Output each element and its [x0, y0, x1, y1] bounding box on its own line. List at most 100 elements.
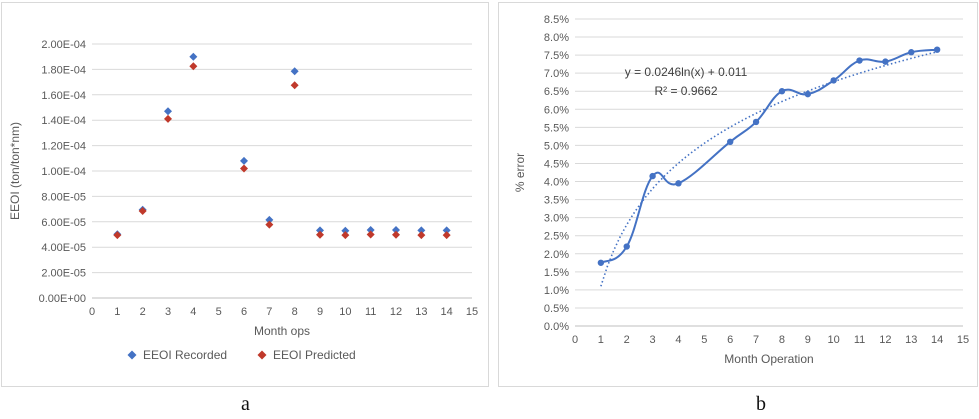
eeoi-predicted-point — [366, 230, 375, 239]
eeoi-predicted-point — [240, 164, 248, 173]
percent-error-line-chart: 0.0% 0.5% 1.0% 1.5% 2.0% 2.5% 3.0% 3.5% 4.0% 4.5%… — [513, 14, 969, 366]
x-tick-label: 4 — [675, 334, 681, 346]
x-tick-label: 14 — [441, 306, 453, 318]
x-tick-label: 12 — [390, 306, 402, 318]
y-tick-label: 7.0% — [544, 68, 569, 80]
y-tick-label: 5.0% — [544, 140, 569, 152]
x-tick-label: 6 — [727, 334, 733, 346]
eeoi-recorded-legend-label: EEOI Recorded — [143, 348, 227, 362]
y-axis-title: EEOI (ton/ton*nm) — [8, 122, 22, 220]
y-tick-label: 5.5% — [544, 122, 569, 134]
eeoi-recorded-point — [417, 226, 426, 235]
x-tick-label: 7 — [753, 334, 759, 346]
error-series-point — [649, 172, 656, 180]
x-tick-label: 9 — [805, 334, 811, 346]
x-tick-label: 10 — [828, 334, 840, 346]
error-series-point — [933, 46, 941, 53]
y-tick-label: 4.5% — [544, 158, 569, 170]
y-tick-label: 0.0% — [544, 321, 569, 333]
y-tick-label: 1.00E-04 — [41, 166, 86, 178]
x-tick-label: 12 — [879, 334, 891, 346]
x-tick-label: 4 — [190, 306, 196, 318]
error-series-point — [882, 58, 889, 65]
error-series-point — [908, 49, 915, 56]
x-tick-label: 3 — [165, 306, 171, 318]
eeoi-recorded-point — [366, 226, 375, 235]
x-tick-label: 15 — [466, 306, 478, 318]
eeoi-predicted-point — [113, 231, 122, 240]
eeoi-predicted-point — [138, 207, 147, 216]
x-tick-label: 0 — [572, 334, 578, 346]
y-tick-label: 1.20E-04 — [41, 141, 86, 153]
x-tick-label: 2 — [624, 334, 630, 346]
y-tick-label: 1.5% — [544, 267, 569, 279]
x-tick-label: 11 — [365, 306, 376, 318]
x-axis-title: Month ops — [254, 324, 310, 338]
eeoi-recorded-point — [442, 226, 451, 235]
y-tick-label: 1.0% — [544, 285, 569, 297]
eeoi-predicted-point — [189, 62, 198, 71]
x-axis-title: Month Operation — [724, 352, 813, 366]
eeoi-recorded-point — [316, 226, 324, 235]
y-tick-label: 7.5% — [544, 50, 569, 62]
eeoi-recorded-point — [265, 215, 274, 224]
eeoi-predicted-point — [442, 231, 451, 240]
x-tick-label: 8 — [779, 334, 785, 346]
y-tick-label: 2.0% — [544, 249, 569, 261]
eeoi-predicted-point — [392, 230, 400, 239]
y-tick-label: 6.0% — [544, 104, 569, 116]
y-tick-label: 4.00E-05 — [41, 242, 86, 254]
error-series-point — [623, 243, 630, 250]
chart-panel-a: 0.00E+00 2.00E-05 4.00E-05 6.00E-05 8.00E-05… — [1, 2, 489, 387]
error-series-point — [856, 57, 863, 64]
x-tick-label: 8 — [292, 306, 298, 318]
x-tick-label: 6 — [241, 306, 247, 318]
x-tick-label: 7 — [266, 306, 272, 318]
error-series-point — [727, 138, 734, 145]
eeoi-predicted-point — [290, 81, 299, 90]
error-series-point — [804, 90, 811, 98]
eeoi-recorded-legend-marker — [127, 350, 137, 360]
eeoi-predicted-legend-marker — [257, 350, 267, 360]
x-tick-label: 0 — [89, 306, 95, 318]
y-tick-label: 3.5% — [544, 195, 569, 207]
y-tick-label: 1.80E-04 — [41, 64, 86, 76]
eeoi-predicted-legend-label: EEOI Predicted — [273, 348, 356, 362]
eeoi-recorded-point — [290, 67, 299, 76]
x-tick-label: 2 — [140, 306, 146, 318]
eeoi-recorded-point — [189, 52, 198, 61]
log-trendline — [600, 51, 938, 287]
trendline-equation: y = 0.0246ln(x) + 0.011 — [625, 65, 748, 79]
y-axis-title: % error — [513, 153, 527, 192]
x-tick-label: 5 — [701, 334, 707, 346]
y-tick-label: 8.0% — [544, 32, 569, 44]
x-tick-label: 9 — [317, 306, 323, 318]
x-tick-label: 1 — [598, 334, 604, 346]
eeoi-predicted-point — [164, 114, 172, 123]
subfigure-label-b: b — [756, 393, 766, 415]
eeoi-predicted-point — [265, 220, 274, 229]
error-series-point — [830, 77, 837, 84]
chart-panel-b: 0.0% 0.5% 1.0% 1.5% 2.0% 2.5% 3.0% 3.5% 4.0% 4.5%… — [498, 2, 978, 387]
x-tick-label: 14 — [931, 334, 943, 346]
y-tick-label: 6.5% — [544, 86, 569, 98]
y-tick-label: 1.60E-04 — [41, 90, 86, 102]
y-tick-label: 2.5% — [544, 231, 569, 243]
error-series-point — [597, 259, 605, 266]
y-tick-label: 8.00E-05 — [41, 191, 86, 203]
eeoi-recorded-point — [240, 156, 248, 165]
y-tick-label: 1.40E-04 — [41, 115, 86, 127]
x-tick-label: 5 — [216, 306, 222, 318]
trendline-r-squared: R² = 0.9662 — [654, 84, 717, 98]
x-tick-label: 3 — [650, 334, 656, 346]
eeoi-predicted-point — [316, 230, 324, 239]
y-tick-label: 3.0% — [544, 213, 569, 225]
y-tick-label: 2.00E-04 — [41, 39, 86, 51]
eeoi-predicted-point — [417, 231, 426, 240]
eeoi-recorded-point — [392, 226, 400, 235]
x-tick-label: 11 — [854, 334, 865, 346]
y-tick-label: 4.0% — [544, 177, 569, 189]
x-tick-label: 13 — [905, 334, 917, 346]
y-tick-label: 6.00E-05 — [41, 217, 86, 229]
x-tick-label: 10 — [339, 306, 351, 318]
